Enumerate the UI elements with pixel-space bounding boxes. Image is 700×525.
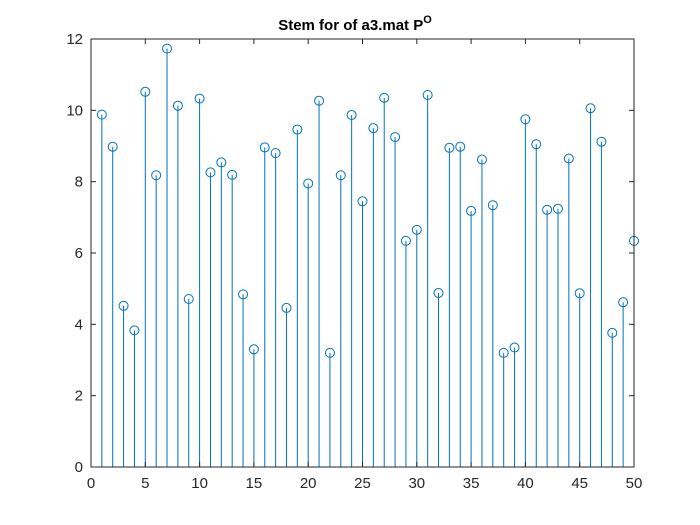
- stem-marker: [324, 347, 335, 358]
- y-tick-label: 4: [75, 316, 83, 333]
- y-tick-label: 2: [75, 388, 83, 405]
- stem-marker: [433, 287, 444, 298]
- stem-marker: [248, 344, 259, 355]
- x-tick-label: 5: [141, 475, 149, 492]
- stem-marker: [520, 114, 531, 125]
- y-tick-label: 10: [66, 102, 83, 119]
- chart-title-superscript: O: [423, 14, 432, 26]
- stem-marker: [422, 89, 433, 100]
- stem-marker: [96, 109, 107, 120]
- stem-marker: [585, 103, 596, 114]
- stem-marker: [183, 294, 194, 305]
- stem-marker: [444, 142, 455, 153]
- stem-marker: [140, 86, 151, 97]
- y-tick-label: 12: [66, 31, 83, 48]
- axis-ticks: 0 5 10 15 20 25 30 35 40 45 50 0 2 4 6 8 10 12: [66, 31, 642, 492]
- x-tick-label: 30: [408, 475, 425, 492]
- stem-marker: [129, 325, 140, 336]
- stem-marker: [400, 235, 411, 246]
- y-tick-label: 6: [75, 245, 83, 262]
- x-tick-label: 0: [87, 475, 95, 492]
- stem-marker: [227, 169, 238, 180]
- stem-marker: [552, 203, 563, 214]
- stem-marker: [335, 170, 346, 181]
- stem-marker: [607, 327, 618, 338]
- x-tick-label: 25: [354, 475, 371, 492]
- stem-marker: [466, 205, 477, 216]
- stem-marker: [596, 136, 607, 147]
- stem-marker: [281, 302, 292, 313]
- x-tick-label: 10: [191, 475, 208, 492]
- chart-title: Stem for of a3.mat PO: [278, 14, 432, 34]
- axes-box: [90, 38, 635, 468]
- stem-marker: [357, 196, 368, 207]
- data-marks: [96, 43, 639, 467]
- stem-marker: [542, 204, 553, 215]
- y-tick-label: 8: [75, 174, 83, 191]
- x-tick-label: 15: [246, 475, 263, 492]
- stem-marker: [107, 141, 118, 152]
- stem-marker: [172, 100, 183, 111]
- stem-marker: [509, 342, 520, 353]
- stem-marker: [292, 124, 303, 135]
- stem-marker: [259, 142, 270, 153]
- stem-marker: [498, 347, 509, 358]
- stem-marker: [455, 141, 466, 152]
- stem-marker: [476, 154, 487, 165]
- stem-marker: [563, 153, 574, 164]
- stem-marker: [118, 300, 129, 311]
- stem-marker: [574, 288, 585, 299]
- stem-marker: [390, 132, 401, 143]
- stem-marker: [162, 43, 173, 54]
- stem-marker: [379, 92, 390, 103]
- chart-title-main: Stem for of a3.mat P: [278, 17, 423, 34]
- stem-marker: [314, 95, 325, 106]
- stem-marker: [270, 148, 281, 159]
- stem-marker: [368, 123, 379, 134]
- x-tick-label: 20: [300, 475, 317, 492]
- y-tick-label: 0: [75, 459, 83, 476]
- x-tick-label: 35: [463, 475, 480, 492]
- stem-marker: [194, 93, 205, 104]
- stem-marker: [531, 139, 542, 150]
- x-tick-label: 50: [626, 475, 643, 492]
- stem-marker: [411, 224, 422, 235]
- stem-marker: [216, 157, 227, 168]
- stem-marker: [238, 289, 249, 300]
- stem-marker: [303, 178, 314, 189]
- x-tick-label: 45: [571, 475, 588, 492]
- stem-marker: [487, 200, 498, 211]
- stem-marker: [151, 170, 162, 181]
- stem-marker: [205, 167, 216, 178]
- stem-marker: [346, 109, 357, 120]
- stem-marker: [618, 297, 629, 308]
- x-tick-label: 40: [517, 475, 534, 492]
